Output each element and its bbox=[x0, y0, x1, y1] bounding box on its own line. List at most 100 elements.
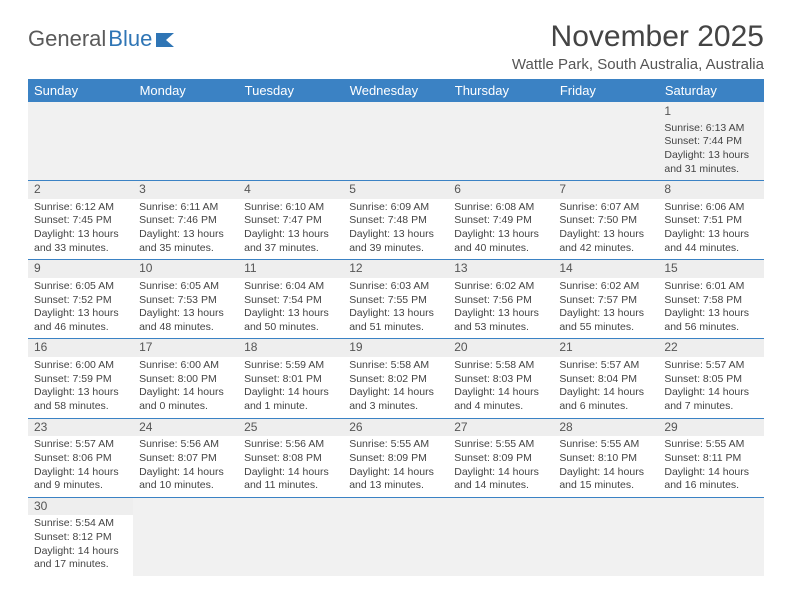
title-block: November 2025 Wattle Park, South Austral… bbox=[512, 20, 764, 73]
calendar-row: 1Sunrise: 6:13 AMSunset: 7:44 PMDaylight… bbox=[28, 102, 764, 181]
calendar-cell bbox=[448, 102, 553, 181]
daylight-text: Daylight: 13 hours and 37 minutes. bbox=[244, 228, 337, 255]
daylight-text: Daylight: 14 hours and 14 minutes. bbox=[454, 466, 547, 493]
daylight-text: Daylight: 14 hours and 0 minutes. bbox=[139, 386, 232, 413]
calendar-cell: 8Sunrise: 6:06 AMSunset: 7:51 PMDaylight… bbox=[658, 181, 763, 260]
day-number: 26 bbox=[343, 419, 448, 437]
calendar-cell: 4Sunrise: 6:10 AMSunset: 7:47 PMDaylight… bbox=[238, 181, 343, 260]
calendar-cell: 3Sunrise: 6:11 AMSunset: 7:46 PMDaylight… bbox=[133, 181, 238, 260]
calendar-cell bbox=[553, 102, 658, 181]
calendar-cell: 27Sunrise: 5:55 AMSunset: 8:09 PMDayligh… bbox=[448, 418, 553, 497]
day-number: 29 bbox=[658, 419, 763, 437]
weekday-header: Sunday bbox=[28, 79, 133, 102]
calendar-cell: 19Sunrise: 5:58 AMSunset: 8:02 PMDayligh… bbox=[343, 339, 448, 418]
calendar-cell: 23Sunrise: 5:57 AMSunset: 8:06 PMDayligh… bbox=[28, 418, 133, 497]
sunset-text: Sunset: 7:48 PM bbox=[349, 214, 442, 228]
sunrise-text: Sunrise: 6:05 AM bbox=[34, 280, 127, 294]
calendar-cell bbox=[553, 497, 658, 576]
sunset-text: Sunset: 8:10 PM bbox=[559, 452, 652, 466]
day-number: 19 bbox=[343, 339, 448, 357]
sunrise-text: Sunrise: 5:55 AM bbox=[454, 438, 547, 452]
sunset-text: Sunset: 7:53 PM bbox=[139, 294, 232, 308]
daylight-text: Daylight: 13 hours and 33 minutes. bbox=[34, 228, 127, 255]
sunrise-text: Sunrise: 6:13 AM bbox=[664, 122, 757, 136]
day-number: 2 bbox=[28, 181, 133, 199]
calendar-cell: 17Sunrise: 6:00 AMSunset: 8:00 PMDayligh… bbox=[133, 339, 238, 418]
day-number: 14 bbox=[553, 260, 658, 278]
daylight-text: Daylight: 13 hours and 44 minutes. bbox=[664, 228, 757, 255]
day-number: 6 bbox=[448, 181, 553, 199]
daylight-text: Daylight: 14 hours and 6 minutes. bbox=[559, 386, 652, 413]
daylight-text: Daylight: 13 hours and 58 minutes. bbox=[34, 386, 127, 413]
sunset-text: Sunset: 7:45 PM bbox=[34, 214, 127, 228]
calendar-body: 1Sunrise: 6:13 AMSunset: 7:44 PMDaylight… bbox=[28, 102, 764, 576]
calendar-row: 30Sunrise: 5:54 AMSunset: 8:12 PMDayligh… bbox=[28, 497, 764, 576]
logo-text-2: Blue bbox=[108, 26, 152, 52]
day-number: 30 bbox=[28, 498, 133, 516]
location-text: Wattle Park, South Australia, Australia bbox=[512, 56, 764, 73]
calendar-row: 9Sunrise: 6:05 AMSunset: 7:52 PMDaylight… bbox=[28, 260, 764, 339]
calendar-cell: 26Sunrise: 5:55 AMSunset: 8:09 PMDayligh… bbox=[343, 418, 448, 497]
sunset-text: Sunset: 8:04 PM bbox=[559, 373, 652, 387]
daylight-text: Daylight: 14 hours and 11 minutes. bbox=[244, 466, 337, 493]
daylight-text: Daylight: 14 hours and 13 minutes. bbox=[349, 466, 442, 493]
daylight-text: Daylight: 14 hours and 17 minutes. bbox=[34, 545, 127, 572]
day-number: 10 bbox=[133, 260, 238, 278]
day-number: 25 bbox=[238, 419, 343, 437]
sunset-text: Sunset: 7:49 PM bbox=[454, 214, 547, 228]
daylight-text: Daylight: 13 hours and 42 minutes. bbox=[559, 228, 652, 255]
calendar-page: GeneralBlue November 2025 Wattle Park, S… bbox=[0, 0, 792, 596]
sunset-text: Sunset: 7:57 PM bbox=[559, 294, 652, 308]
sunrise-text: Sunrise: 6:01 AM bbox=[664, 280, 757, 294]
daylight-text: Daylight: 13 hours and 35 minutes. bbox=[139, 228, 232, 255]
weekday-header: Friday bbox=[553, 79, 658, 102]
sunset-text: Sunset: 8:02 PM bbox=[349, 373, 442, 387]
sunset-text: Sunset: 7:46 PM bbox=[139, 214, 232, 228]
sunrise-text: Sunrise: 6:04 AM bbox=[244, 280, 337, 294]
calendar-cell: 21Sunrise: 5:57 AMSunset: 8:04 PMDayligh… bbox=[553, 339, 658, 418]
day-number: 11 bbox=[238, 260, 343, 278]
day-number: 15 bbox=[658, 260, 763, 278]
day-number: 21 bbox=[553, 339, 658, 357]
weekday-header: Wednesday bbox=[343, 79, 448, 102]
sunrise-text: Sunrise: 6:00 AM bbox=[34, 359, 127, 373]
weekday-header: Tuesday bbox=[238, 79, 343, 102]
calendar-row: 16Sunrise: 6:00 AMSunset: 7:59 PMDayligh… bbox=[28, 339, 764, 418]
sunset-text: Sunset: 7:56 PM bbox=[454, 294, 547, 308]
calendar-cell: 2Sunrise: 6:12 AMSunset: 7:45 PMDaylight… bbox=[28, 181, 133, 260]
sunrise-text: Sunrise: 6:03 AM bbox=[349, 280, 442, 294]
calendar-cell: 10Sunrise: 6:05 AMSunset: 7:53 PMDayligh… bbox=[133, 260, 238, 339]
calendar-cell: 25Sunrise: 5:56 AMSunset: 8:08 PMDayligh… bbox=[238, 418, 343, 497]
daylight-text: Daylight: 13 hours and 50 minutes. bbox=[244, 307, 337, 334]
calendar-cell: 28Sunrise: 5:55 AMSunset: 8:10 PMDayligh… bbox=[553, 418, 658, 497]
daylight-text: Daylight: 13 hours and 46 minutes. bbox=[34, 307, 127, 334]
logo-text-1: General bbox=[28, 26, 106, 52]
calendar-cell: 6Sunrise: 6:08 AMSunset: 7:49 PMDaylight… bbox=[448, 181, 553, 260]
sunrise-text: Sunrise: 5:56 AM bbox=[244, 438, 337, 452]
calendar-table: SundayMondayTuesdayWednesdayThursdayFrid… bbox=[28, 79, 764, 576]
calendar-cell bbox=[238, 497, 343, 576]
sunrise-text: Sunrise: 5:56 AM bbox=[139, 438, 232, 452]
sunrise-text: Sunrise: 6:07 AM bbox=[559, 201, 652, 215]
calendar-row: 2Sunrise: 6:12 AMSunset: 7:45 PMDaylight… bbox=[28, 181, 764, 260]
daylight-text: Daylight: 13 hours and 51 minutes. bbox=[349, 307, 442, 334]
sunrise-text: Sunrise: 6:00 AM bbox=[139, 359, 232, 373]
daylight-text: Daylight: 13 hours and 55 minutes. bbox=[559, 307, 652, 334]
sunrise-text: Sunrise: 5:55 AM bbox=[559, 438, 652, 452]
calendar-cell: 29Sunrise: 5:55 AMSunset: 8:11 PMDayligh… bbox=[658, 418, 763, 497]
calendar-cell: 18Sunrise: 5:59 AMSunset: 8:01 PMDayligh… bbox=[238, 339, 343, 418]
calendar-cell bbox=[238, 102, 343, 181]
daylight-text: Daylight: 13 hours and 53 minutes. bbox=[454, 307, 547, 334]
day-number: 1 bbox=[664, 104, 757, 122]
sunrise-text: Sunrise: 6:08 AM bbox=[454, 201, 547, 215]
day-number: 4 bbox=[238, 181, 343, 199]
calendar-cell bbox=[343, 497, 448, 576]
weekday-row: SundayMondayTuesdayWednesdayThursdayFrid… bbox=[28, 79, 764, 102]
sunset-text: Sunset: 8:00 PM bbox=[139, 373, 232, 387]
sunrise-text: Sunrise: 5:58 AM bbox=[349, 359, 442, 373]
daylight-text: Daylight: 13 hours and 56 minutes. bbox=[664, 307, 757, 334]
sunset-text: Sunset: 8:12 PM bbox=[34, 531, 127, 545]
sunrise-text: Sunrise: 6:06 AM bbox=[664, 201, 757, 215]
day-number: 28 bbox=[553, 419, 658, 437]
calendar-cell bbox=[133, 102, 238, 181]
